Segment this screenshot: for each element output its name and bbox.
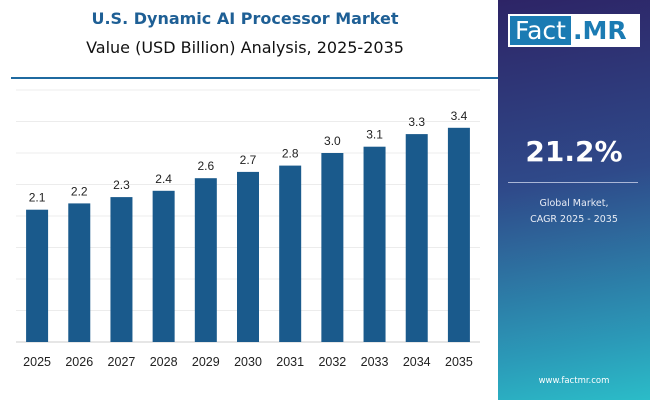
data-label: 3.0 xyxy=(324,134,341,148)
cagr-label: Global Market, CAGR 2025 - 2035 xyxy=(498,196,650,228)
data-label: 2.7 xyxy=(240,153,257,167)
chart-title: U.S. Dynamic AI Processor Market xyxy=(91,9,399,28)
data-label: 3.4 xyxy=(451,109,468,123)
panel-divider xyxy=(508,182,638,183)
factmr-logo: Fact .MR xyxy=(508,14,640,47)
cagr-value: 21.2% xyxy=(525,135,623,168)
side-panel: Fact .MR 21.2% Global Market, CAGR 2025 - … xyxy=(498,0,650,400)
bar-2026 xyxy=(68,203,91,342)
chart-subtitle: Value (USD Billion) Analysis, 2025-2035 xyxy=(86,38,404,57)
bar-2033 xyxy=(363,146,386,342)
x-tick-label: 2027 xyxy=(108,355,136,369)
website-url: www.factmr.com xyxy=(538,376,610,386)
data-label: 3.1 xyxy=(366,128,383,142)
x-tick-label: 2029 xyxy=(192,355,220,369)
x-tick-label: 2035 xyxy=(445,355,473,369)
x-tick-label: 2026 xyxy=(65,355,93,369)
x-tick-label: 2031 xyxy=(276,355,304,369)
bar-chart: 2.1 2025 2.2 2026 2.3 2027 2.4 2028 2.6 2029 2.7 20… xyxy=(16,89,480,369)
title-divider xyxy=(11,77,498,79)
bar-2029 xyxy=(194,178,217,342)
data-label: 2.8 xyxy=(282,147,299,161)
data-label: 3.3 xyxy=(408,115,425,129)
bar-2031 xyxy=(279,165,302,342)
data-label: 2.3 xyxy=(113,178,130,192)
x-tick-label: 2032 xyxy=(318,355,346,369)
x-tick-label: 2034 xyxy=(403,355,431,369)
bar-2034 xyxy=(405,134,428,342)
bar-2035 xyxy=(447,127,470,342)
data-label: 2.1 xyxy=(29,191,46,205)
bar-2027 xyxy=(110,197,133,342)
x-tick-label: 2030 xyxy=(234,355,262,369)
bar-2028 xyxy=(152,190,175,342)
bar-2032 xyxy=(321,153,344,342)
bar-2030 xyxy=(237,171,259,342)
x-tick-label: 2028 xyxy=(150,355,178,369)
cagr-label-line1: Global Market, xyxy=(539,198,609,209)
bar-2025 xyxy=(26,209,49,342)
data-label: 2.6 xyxy=(197,159,214,173)
x-tick-label: 2033 xyxy=(361,355,389,369)
data-label: 2.2 xyxy=(71,184,88,198)
data-label: 2.4 xyxy=(155,172,172,186)
logo-mr: .MR xyxy=(572,16,627,45)
x-tick-label: 2025 xyxy=(23,355,51,369)
cagr-label-line2: CAGR 2025 - 2035 xyxy=(530,214,618,225)
logo-fact: Fact xyxy=(510,16,571,45)
